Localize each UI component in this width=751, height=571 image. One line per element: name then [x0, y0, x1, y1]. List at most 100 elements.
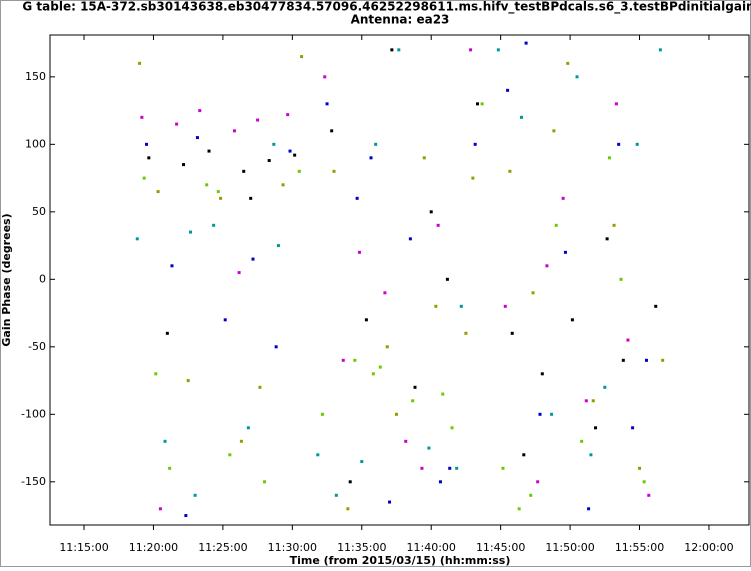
y-tick-label: -100	[21, 407, 46, 420]
data-point	[145, 142, 149, 146]
data-point	[219, 196, 223, 200]
data-point	[642, 480, 646, 484]
data-point	[263, 480, 267, 484]
data-point	[503, 304, 507, 308]
data-point	[422, 156, 426, 160]
data-point	[353, 358, 357, 362]
data-point	[165, 331, 169, 335]
data-point	[607, 156, 611, 160]
data-point	[138, 61, 142, 65]
data-point	[175, 122, 179, 126]
y-tick-label: 50	[32, 205, 46, 218]
x-tick-label: 11:15:00	[59, 541, 108, 554]
data-point	[550, 412, 554, 416]
data-point	[575, 75, 579, 79]
data-point	[469, 48, 473, 52]
data-point	[594, 426, 598, 430]
data-point	[605, 237, 609, 241]
data-point	[195, 136, 199, 140]
data-point	[256, 118, 260, 122]
data-point	[170, 264, 174, 268]
y-tick-label: 150	[25, 70, 46, 83]
data-point	[591, 399, 595, 403]
data-point	[360, 460, 364, 464]
data-point	[288, 149, 292, 153]
data-point	[619, 277, 623, 281]
x-tick-label: 11:50:00	[545, 541, 594, 554]
data-point	[552, 129, 556, 133]
data-point	[476, 102, 480, 106]
data-point	[223, 318, 227, 322]
data-point	[142, 176, 146, 180]
x-tick-label: 11:35:00	[337, 541, 386, 554]
data-point	[163, 439, 167, 443]
data-point	[496, 48, 500, 52]
data-point	[638, 466, 642, 470]
data-point	[156, 190, 160, 194]
x-tick-label: 11:45:00	[476, 541, 525, 554]
x-tick-label: 11:55:00	[615, 541, 664, 554]
data-point	[357, 250, 361, 254]
data-point	[519, 115, 523, 119]
chart-title: G table: 15A-372.sb30143638.eb30477834.5…	[22, 0, 751, 15]
data-point	[385, 345, 389, 349]
data-point	[554, 223, 558, 227]
data-point	[274, 345, 278, 349]
y-tick-label: 0	[39, 272, 46, 285]
data-point	[517, 507, 521, 511]
data-point	[239, 439, 243, 443]
data-point	[561, 196, 565, 200]
data-point	[501, 466, 505, 470]
data-point	[644, 358, 648, 362]
x-tick-label: 11:25:00	[198, 541, 247, 554]
data-point	[434, 304, 438, 308]
data-point	[647, 493, 651, 497]
data-point	[188, 230, 192, 234]
data-point	[140, 115, 144, 119]
data-point	[242, 169, 246, 173]
data-point	[325, 102, 329, 106]
data-point	[529, 493, 533, 497]
data-point	[563, 250, 567, 254]
data-point	[378, 365, 382, 369]
data-point	[445, 277, 449, 281]
data-point	[135, 237, 139, 241]
data-point	[216, 190, 220, 194]
data-point	[438, 480, 442, 484]
data-point	[584, 399, 588, 403]
data-point	[621, 358, 625, 362]
data-point	[193, 493, 197, 497]
data-point	[232, 129, 236, 133]
data-point	[448, 466, 452, 470]
data-point	[506, 88, 510, 92]
data-point	[168, 466, 172, 470]
data-point	[316, 453, 320, 457]
data-point	[246, 426, 250, 430]
data-point	[330, 129, 334, 133]
data-point	[420, 466, 424, 470]
data-point	[661, 358, 665, 362]
data-point	[455, 466, 459, 470]
data-point	[383, 291, 387, 295]
data-point	[631, 426, 635, 430]
x-tick-label: 11:30:00	[268, 541, 317, 554]
data-point	[186, 379, 190, 383]
data-point	[334, 493, 338, 497]
data-point	[251, 257, 255, 261]
chart-subtitle: Antenna: ea23	[351, 13, 450, 27]
data-point	[320, 412, 324, 416]
data-point	[154, 372, 158, 376]
data-point	[348, 480, 352, 484]
data-point	[612, 223, 616, 227]
data-point	[237, 271, 241, 275]
data-point	[374, 142, 378, 146]
data-point	[341, 358, 345, 362]
data-point	[427, 446, 431, 450]
data-point	[450, 426, 454, 430]
x-tick-label: 11:20:00	[129, 541, 178, 554]
data-point	[388, 500, 392, 504]
data-point	[408, 237, 412, 241]
data-point	[293, 153, 297, 157]
data-point	[286, 113, 290, 117]
